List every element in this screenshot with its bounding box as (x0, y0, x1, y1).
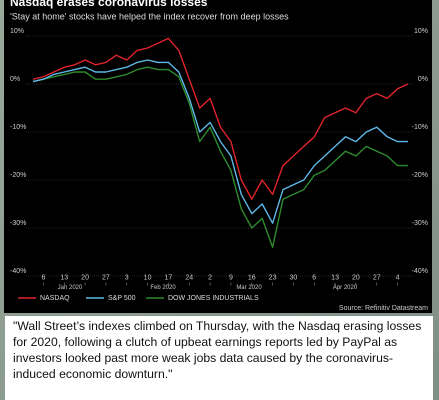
y-tick-label: 10% (10, 28, 24, 35)
x-tick-label: 13 (60, 274, 68, 281)
x-tick-label: 10 (144, 274, 152, 281)
x-tick-label: 27 (373, 274, 381, 281)
month-label: Apr 2020 (333, 285, 358, 291)
x-tick-label: 3 (125, 274, 129, 281)
chart-subtitle: 'Stay at home' stocks have helped the in… (10, 11, 289, 21)
chart-title: Nasdaq erases coronavirus losses (10, 0, 208, 9)
month-label: Mar 2020 (236, 285, 262, 291)
y-tick-label: -20% (10, 172, 26, 179)
y-tick-label: -40% (10, 268, 26, 275)
x-tick-label: 4 (396, 274, 400, 281)
source: Source: Refinitiv Datastream (339, 305, 428, 312)
y-tick-label-right: -20% (412, 172, 428, 179)
x-tick-label: 6 (41, 274, 45, 281)
x-tick-label: 30 (290, 274, 298, 281)
y-tick-label-right: 10% (414, 28, 428, 35)
legend-label: S&P 500 (108, 295, 136, 302)
x-tick-label: 9 (229, 274, 233, 281)
legend-label: NASDAQ (40, 295, 70, 302)
series-line (32, 59, 408, 224)
x-tick-label: 24 (185, 274, 193, 281)
x-tick-label: 13 (331, 274, 339, 281)
y-tick-label-right: -40% (412, 268, 428, 275)
x-tick-label: 20 (81, 274, 89, 281)
month-label: Jan 2020 (58, 285, 83, 291)
chart: Nasdaq erases coronavirus losses 'Stay a… (4, 0, 432, 313)
series-line (32, 37, 409, 200)
x-tick-label: 6 (312, 274, 316, 281)
x-tick-label: 2 (208, 274, 212, 281)
y-tick-label-right: 0% (418, 76, 428, 83)
legend-label: DOW JONES INDUSTRIALS (168, 295, 259, 302)
x-tick-label: 23 (269, 274, 277, 281)
y-tick-label: -10% (10, 124, 26, 131)
y-tick-label: 0% (10, 76, 20, 83)
caption: "Wall Street’s indexes climbed on Thursd… (5, 316, 433, 400)
series-line (32, 66, 408, 248)
x-tick-label: 16 (248, 274, 256, 281)
x-tick-label: 27 (102, 274, 110, 281)
y-tick-label: -30% (10, 220, 26, 227)
month-label: Feb 2020 (150, 285, 176, 291)
x-tick-label: 20 (352, 274, 360, 281)
y-tick-label-right: -10% (412, 124, 428, 131)
chart-background (4, 0, 432, 313)
y-tick-label-right: -30% (412, 220, 428, 227)
x-tick-label: 17 (165, 274, 173, 281)
